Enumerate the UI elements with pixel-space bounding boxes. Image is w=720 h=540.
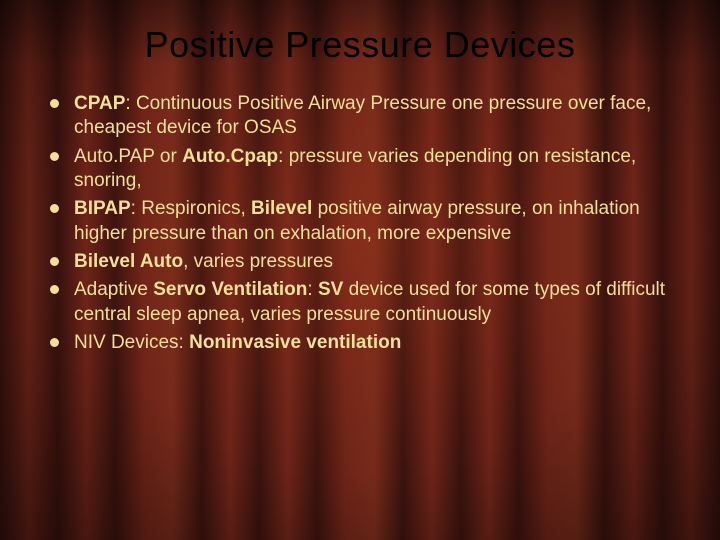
bullet-bold-text: BIPAP <box>74 198 131 219</box>
bullet-bold-text: SV <box>318 279 349 300</box>
bullet-item: Bilevel Auto, varies pressures <box>74 250 672 274</box>
bullet-item: Auto.PAP or Auto.Cpap: pressure varies d… <box>74 145 672 194</box>
bullet-bold-text: CPAP <box>74 93 125 114</box>
bullet-text: : Respironics, <box>131 198 251 219</box>
bullet-text: Auto.PAP or <box>74 146 182 167</box>
bullet-item: BIPAP: Respironics, Bilevel positive air… <box>74 197 672 246</box>
bullet-text: NIV Devices: <box>74 332 189 353</box>
slide-container: Positive Pressure Devices CPAP: Continuo… <box>0 0 720 540</box>
bullet-text: , varies pressures <box>183 251 333 272</box>
bullet-item: CPAP: Continuous Positive Airway Pressur… <box>74 92 672 141</box>
slide-title: Positive Pressure Devices <box>48 24 672 66</box>
bullet-text: Adaptive <box>74 279 153 300</box>
bullet-bold-text: Noninvasive ventilation <box>189 332 401 353</box>
bullet-bold-text: Auto.Cpap <box>182 146 278 167</box>
bullet-text: : Continuous Positive Airway Pressure on… <box>74 93 651 138</box>
bullet-text: : <box>307 279 318 300</box>
bullet-item: Adaptive Servo Ventilation: SV device us… <box>74 278 672 327</box>
bullet-item: NIV Devices: Noninvasive ventilation <box>74 331 672 355</box>
bullet-bold-text: Bilevel Auto <box>74 251 183 272</box>
bullet-bold-text: Bilevel <box>251 198 318 219</box>
bullet-list: CPAP: Continuous Positive Airway Pressur… <box>48 92 672 355</box>
bullet-bold-text: Servo Ventilation <box>153 279 307 300</box>
